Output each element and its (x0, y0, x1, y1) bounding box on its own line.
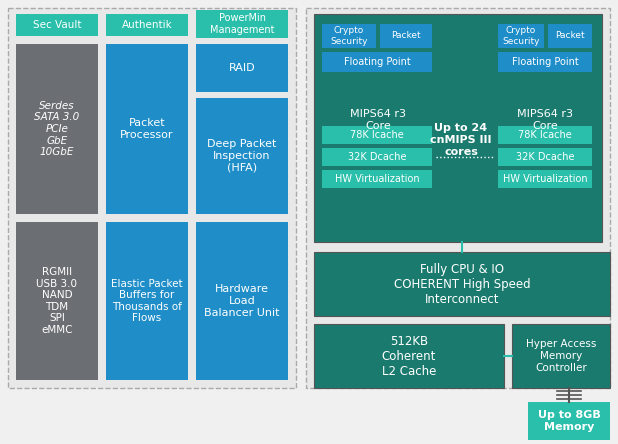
Bar (498, 126, 592, 144)
Bar (498, 52, 592, 72)
Bar (196, 98, 288, 214)
Text: MIPS64 r3
Core: MIPS64 r3 Core (517, 109, 573, 131)
Bar (498, 24, 544, 48)
Text: Up to 8GB
Memory: Up to 8GB Memory (538, 410, 600, 432)
Bar (8, 8, 296, 388)
Text: MIPS64 r3
Core: MIPS64 r3 Core (350, 109, 406, 131)
Bar (498, 148, 592, 166)
Text: Hardware
Load
Balancer Unit: Hardware Load Balancer Unit (205, 285, 280, 317)
Text: Packet
Processor: Packet Processor (121, 118, 174, 140)
Text: Authentik: Authentik (122, 20, 172, 30)
Bar (106, 14, 188, 36)
Text: Packet: Packet (391, 32, 421, 40)
Bar (320, 20, 436, 236)
Bar (196, 222, 288, 380)
Bar (322, 148, 432, 166)
Bar (528, 402, 610, 440)
Bar (548, 24, 592, 48)
Bar (322, 126, 432, 144)
Bar (322, 52, 432, 72)
Text: Sec Vault: Sec Vault (33, 20, 81, 30)
Bar (306, 8, 610, 388)
Bar (314, 252, 610, 316)
Bar (498, 170, 592, 188)
Text: Up to 24
cnMIPS III
cores: Up to 24 cnMIPS III cores (430, 123, 492, 157)
Text: PowerMin
Management: PowerMin Management (210, 13, 274, 35)
Text: RAID: RAID (229, 63, 255, 73)
Text: Hyper Access
Memory
Controller: Hyper Access Memory Controller (526, 339, 596, 373)
Bar (512, 324, 610, 388)
Bar (494, 20, 596, 236)
Bar (16, 44, 98, 214)
Bar (322, 24, 376, 48)
Text: RGMII
USB 3.0
NAND
TDM
SPI
eMMC: RGMII USB 3.0 NAND TDM SPI eMMC (36, 267, 77, 335)
Text: Floating Point: Floating Point (344, 57, 410, 67)
Text: Elastic Packet
Buffers for
Thousands of
Flows: Elastic Packet Buffers for Thousands of … (111, 278, 183, 323)
Text: 512KB
Coherent
L2 Cache: 512KB Coherent L2 Cache (382, 334, 436, 377)
Text: Deep Packet
Inspection
(HFA): Deep Packet Inspection (HFA) (207, 139, 277, 173)
Text: Fully CPU & IO
COHERENT High Speed
Interconnect: Fully CPU & IO COHERENT High Speed Inter… (394, 262, 530, 305)
Text: Packet: Packet (555, 32, 585, 40)
Text: 32K Dcache: 32K Dcache (516, 152, 574, 162)
Text: Crypto
Security: Crypto Security (502, 26, 540, 46)
Bar (196, 44, 288, 92)
Bar (106, 44, 188, 214)
Text: 78K Icache: 78K Icache (350, 130, 404, 140)
Text: Floating Point: Floating Point (512, 57, 578, 67)
Bar (314, 324, 504, 388)
Text: Serdes
SATA 3.0
PCIe
GbE
10GbE: Serdes SATA 3.0 PCIe GbE 10GbE (35, 101, 80, 157)
Text: Crypto
Security: Crypto Security (330, 26, 368, 46)
Text: HW Virtualization: HW Virtualization (502, 174, 587, 184)
Bar (380, 24, 432, 48)
Bar (196, 10, 288, 38)
Bar (106, 222, 188, 380)
Text: 32K Dcache: 32K Dcache (348, 152, 406, 162)
Bar (16, 14, 98, 36)
Bar (16, 222, 98, 380)
Text: 78K Icache: 78K Icache (518, 130, 572, 140)
Bar (322, 170, 432, 188)
Text: HW Virtualization: HW Virtualization (335, 174, 419, 184)
Bar (314, 14, 602, 242)
